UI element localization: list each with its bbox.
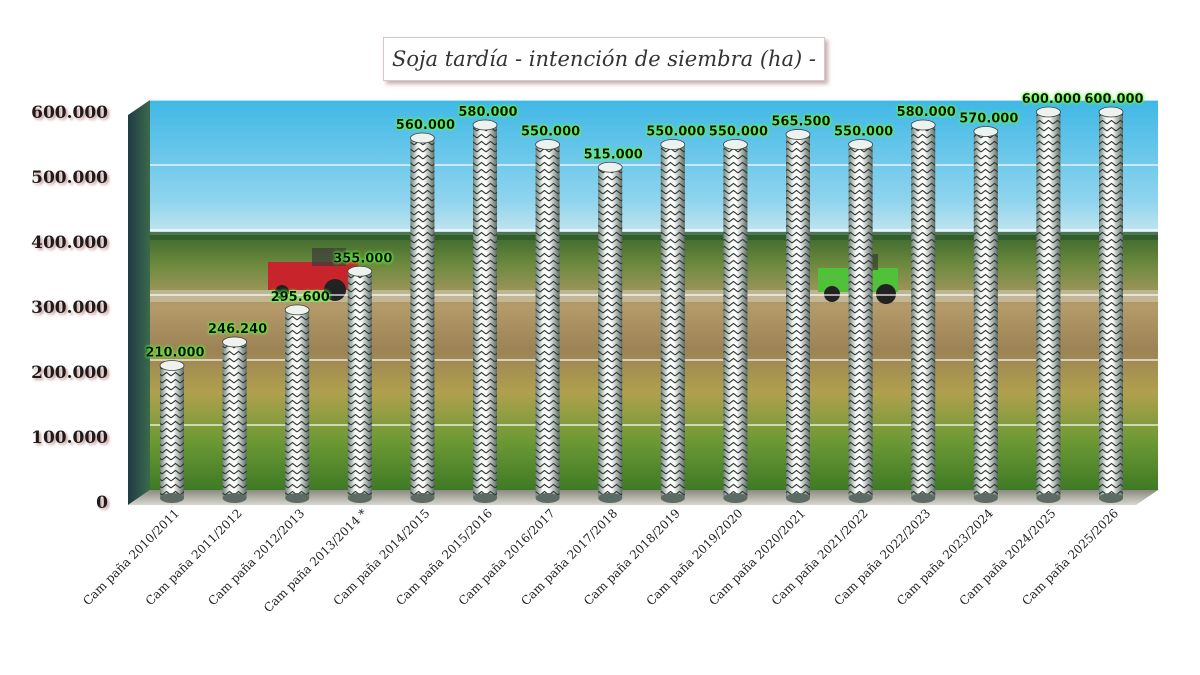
y-tick-label: 200.000 bbox=[31, 363, 108, 383]
bar bbox=[848, 139, 873, 503]
data-label: 515.000 bbox=[584, 147, 643, 162]
y-tick-label: 0 bbox=[96, 493, 108, 513]
bar bbox=[535, 139, 560, 503]
y-tick-label: 600.000 bbox=[31, 103, 108, 123]
data-label: 560.000 bbox=[396, 118, 455, 133]
data-label: 580.000 bbox=[458, 105, 517, 120]
bar bbox=[284, 304, 310, 503]
bar bbox=[347, 265, 373, 503]
y-tick-label: 300.000 bbox=[31, 298, 108, 318]
data-labels: 210.000246.240295.600355.000560.000580.0… bbox=[145, 92, 1143, 361]
plot-floor bbox=[128, 490, 1158, 505]
data-label: 550.000 bbox=[709, 125, 768, 140]
bars bbox=[159, 106, 1124, 503]
bar bbox=[222, 336, 248, 503]
data-label: 600.000 bbox=[1022, 92, 1081, 107]
bar bbox=[597, 161, 623, 503]
data-label: 550.000 bbox=[834, 125, 893, 140]
y-tick-label: 100.000 bbox=[31, 428, 108, 448]
y-tick-label: 400.000 bbox=[31, 233, 108, 253]
y-axis: 0 100.000 200.000 300.000 400.000 500.000 600.… bbox=[31, 103, 108, 513]
bar bbox=[660, 139, 686, 503]
data-label: 580.000 bbox=[897, 105, 956, 120]
data-label: 355.000 bbox=[333, 251, 392, 266]
chart-title-box: Soja tardía - intención de siembra (ha) … bbox=[383, 37, 825, 81]
bar bbox=[159, 360, 185, 503]
bar bbox=[910, 119, 936, 503]
bar bbox=[723, 139, 748, 503]
data-label: 550.000 bbox=[646, 125, 705, 140]
data-label: 565.500 bbox=[771, 114, 830, 129]
data-label: 550.000 bbox=[521, 125, 580, 140]
data-label: 246.240 bbox=[208, 322, 267, 337]
data-label: 570.000 bbox=[959, 112, 1018, 127]
bar bbox=[785, 129, 811, 503]
bar bbox=[973, 126, 999, 503]
y-tick-label: 500.000 bbox=[31, 168, 108, 188]
plot-side-wall bbox=[128, 100, 150, 505]
bar bbox=[409, 132, 435, 503]
data-label: 295.600 bbox=[271, 290, 330, 305]
bar bbox=[1098, 106, 1124, 503]
data-label: 600.000 bbox=[1084, 92, 1143, 107]
chart-title: Soja tardía - intención de siembra (ha) … bbox=[391, 47, 817, 71]
x-tick-label: Cam paña 2013/2014 * bbox=[261, 506, 370, 615]
data-label: 210.000 bbox=[145, 346, 204, 361]
bar bbox=[1036, 106, 1061, 503]
bar bbox=[472, 119, 498, 503]
